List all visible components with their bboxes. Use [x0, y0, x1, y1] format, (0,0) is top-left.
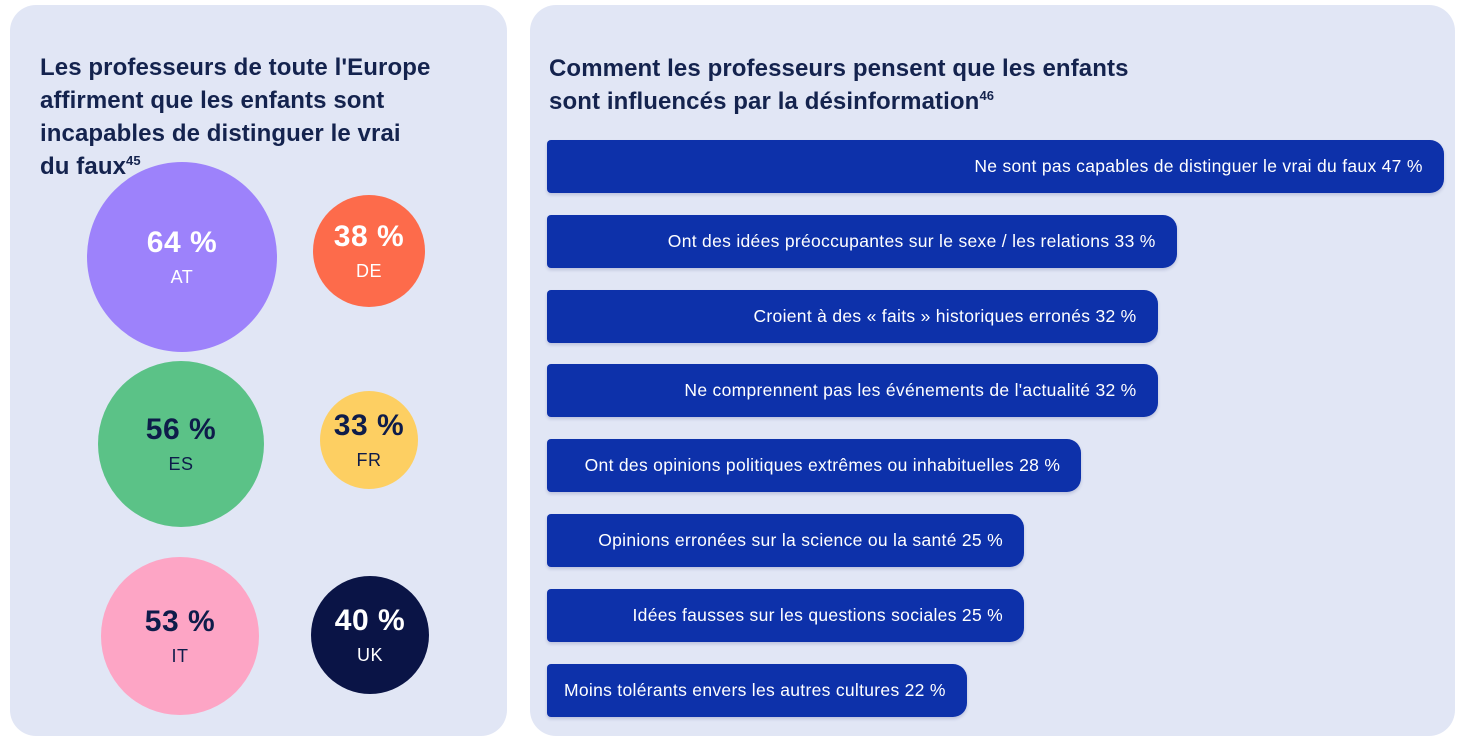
- bubble-value-label: 38 %: [333, 219, 405, 253]
- bar-row: Opinions erronées sur la science ou la s…: [547, 513, 1024, 567]
- bubble-country-label: ES: [168, 453, 194, 474]
- bar-row: Ont des idées préoccupantes sur le sexe …: [547, 214, 1177, 268]
- title-line: incapables de distinguer le vrai: [40, 119, 401, 147]
- bar-chart-title: Comment les professeurs pensent que les …: [549, 52, 1129, 118]
- bubble-uk: 40 % UK: [310, 575, 430, 695]
- title-line: affirment que les enfants sont: [40, 86, 385, 114]
- bubble-country-label: UK: [356, 644, 383, 665]
- bubble-value-label: 64 %: [146, 225, 218, 259]
- bubble-value-label: 40 %: [334, 603, 406, 637]
- bar-label: Ont des idées préoccupantes sur le sexe …: [667, 230, 1156, 251]
- bubble-country-label: AT: [170, 266, 194, 287]
- bubble-value-label: 53 %: [144, 604, 216, 638]
- bubble-country-label: DE: [355, 260, 382, 281]
- bar-label: Ne comprennent pas les événements de l'a…: [684, 380, 1137, 401]
- bubble-es: 56 % ES: [97, 360, 265, 528]
- bar-label: Ne sont pas capables de distinguer le vr…: [974, 156, 1423, 176]
- bar-label: Opinions erronées sur la science ou la s…: [598, 529, 1003, 550]
- bubble-value-label: 56 %: [145, 412, 217, 446]
- title-line: du faux45: [40, 150, 430, 183]
- bar-row: Ne sont pas capables de distinguer le vr…: [547, 140, 1444, 193]
- title-line-text: sont influencés par la désinformation: [549, 87, 980, 115]
- bubble-value-label: 33 %: [333, 408, 405, 442]
- bubble-country-label: FR: [356, 449, 382, 470]
- bubble-chart-panel: Les professeurs de toute l'Europe affirm…: [10, 5, 507, 736]
- bar-row: Ont des opinions politiques extrêmes ou …: [547, 439, 1082, 493]
- bar-row: Ne comprennent pas les événements de l'a…: [547, 364, 1158, 418]
- bubble-chart-title: Les professeurs de toute l'Europe affirm…: [40, 51, 430, 183]
- bar-row: Moins tolérants envers les autres cultur…: [547, 663, 967, 717]
- bar-row: Croient à des « faits » historiques erro…: [547, 289, 1158, 343]
- bubble-chart: 64 % AT 38 % DE 56 % ES 33 % FR 53 % IT 40 % UK: [10, 5, 507, 736]
- bubble-it: 53 % IT: [101, 557, 259, 715]
- bubble-at: 64 % AT: [86, 161, 278, 353]
- bar-chart: Ne sont pas capables de distinguer le vr…: [547, 140, 1447, 738]
- title-line-text: du faux: [40, 152, 127, 180]
- bar-label: Croient à des « faits » historiques erro…: [753, 305, 1137, 326]
- bar-chart-panel: Comment les professeurs pensent que les …: [530, 5, 1455, 736]
- footnote-marker: 46: [979, 87, 995, 103]
- bar-row: Idées fausses sur les questions sociales…: [547, 588, 1024, 642]
- bar-label: Moins tolérants envers les autres cultur…: [563, 679, 946, 700]
- bar-label: Ont des opinions politiques extrêmes ou …: [584, 455, 1061, 476]
- bubble-de: 38 % DE: [312, 194, 426, 308]
- bubble-fr: 33 % FR: [319, 390, 419, 490]
- bar-label: Idées fausses sur les questions sociales…: [632, 604, 1003, 625]
- bubble-country-label: IT: [171, 645, 189, 666]
- title-line: sont influencés par la désinformation46: [549, 85, 1129, 118]
- title-line: Les professeurs de toute l'Europe: [40, 53, 431, 81]
- footnote-marker: 45: [126, 152, 141, 168]
- title-line: Comment les professeurs pensent que les …: [549, 54, 1129, 82]
